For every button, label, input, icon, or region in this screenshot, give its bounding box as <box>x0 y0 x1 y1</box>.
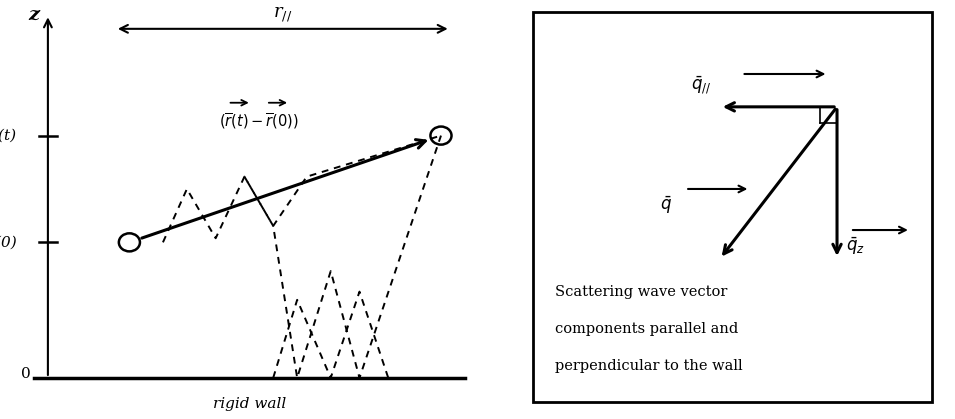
Text: z(t): z(t) <box>0 129 17 142</box>
Text: $(\overline{r}(t) - \overline{r}(0))$: $(\overline{r}(t) - \overline{r}(0))$ <box>219 111 299 131</box>
Text: Scattering wave vector: Scattering wave vector <box>555 285 728 299</box>
Text: perpendicular to the wall: perpendicular to the wall <box>555 359 743 372</box>
Text: $\mathregular{r}_{//}$: $\mathregular{r}_{//}$ <box>273 5 292 24</box>
Text: $\bar{q}_{//}$: $\bar{q}_{//}$ <box>690 75 711 97</box>
Text: components parallel and: components parallel and <box>555 321 738 336</box>
Text: rigid wall: rigid wall <box>213 397 286 411</box>
Text: $\bar{q}_z$: $\bar{q}_z$ <box>846 236 864 257</box>
Text: z: z <box>28 5 39 23</box>
Text: z(0): z(0) <box>0 235 17 249</box>
Text: $\bar{q}$: $\bar{q}$ <box>660 195 672 216</box>
Text: 0: 0 <box>21 367 32 381</box>
